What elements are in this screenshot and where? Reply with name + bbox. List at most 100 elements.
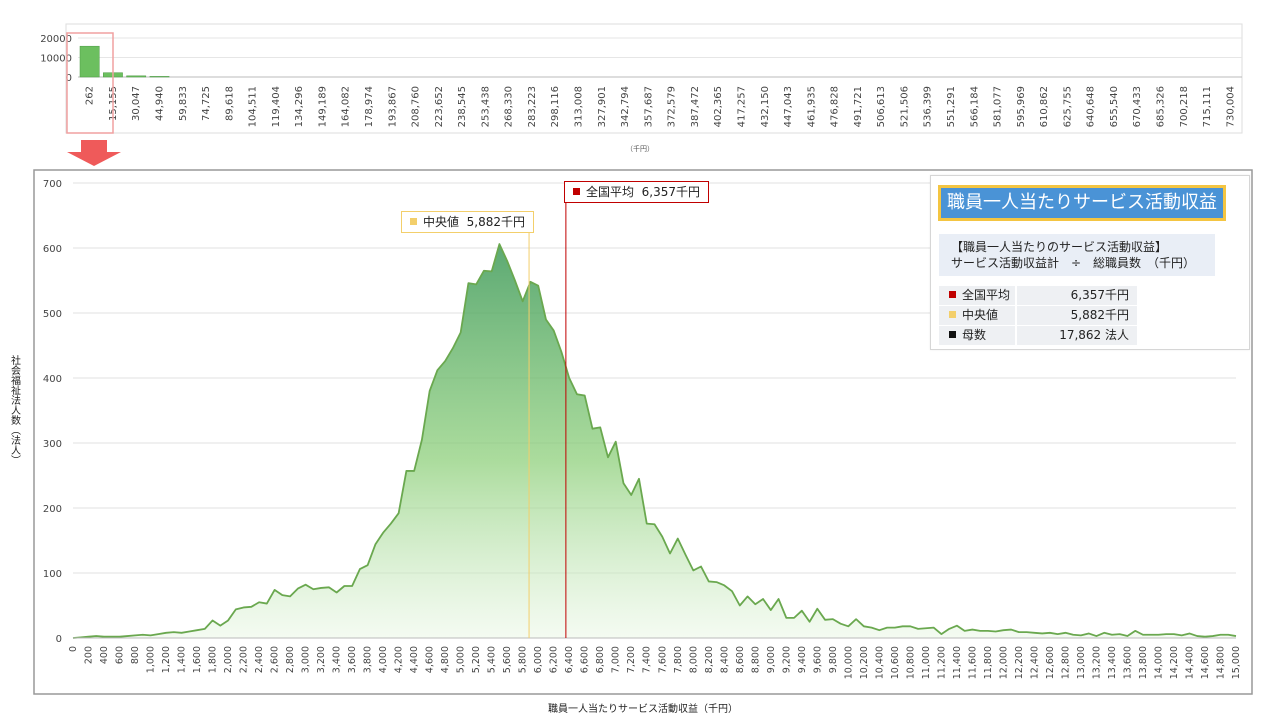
overview-x-tick-label: 566,184 bbox=[969, 86, 980, 127]
main-x-tick-label: 8,000 bbox=[688, 646, 699, 673]
main-x-tick-label: 5,400 bbox=[487, 646, 498, 673]
main-x-tick-label: 11,400 bbox=[952, 646, 963, 679]
overview-x-tick-label: 357,687 bbox=[643, 86, 654, 127]
main-x-tick-label: 6,400 bbox=[564, 646, 575, 673]
overview-x-tick-label: 268,330 bbox=[504, 86, 515, 127]
overview-x-tick-label: 491,721 bbox=[853, 86, 864, 127]
overview-x-tick-label: 432,150 bbox=[760, 86, 771, 127]
main-x-tick-label: 14,400 bbox=[1184, 646, 1195, 679]
overview-x-tick-label: 715,111 bbox=[1202, 86, 1213, 127]
median-marker-icon bbox=[410, 218, 417, 225]
main-x-tick-label: 3,400 bbox=[332, 646, 343, 673]
main-x-tick-label: 2,000 bbox=[223, 646, 234, 673]
overview-x-tick-label: 283,223 bbox=[527, 86, 538, 127]
main-x-tick-label: 12,800 bbox=[1060, 646, 1071, 679]
overview-bar bbox=[79, 45, 100, 78]
main-y-tick-label: 500 bbox=[43, 309, 62, 320]
overview-x-axis-label: （千円） bbox=[626, 144, 654, 153]
main-x-tick-label: 4,200 bbox=[394, 646, 405, 673]
formula-text: サービス活動収益計 ÷ 総職員数 （千円） bbox=[951, 256, 1196, 270]
overview-frame bbox=[65, 23, 1243, 134]
main-y-tick-label: 0 bbox=[56, 634, 62, 645]
overview-bar bbox=[149, 76, 170, 78]
overview-x-tick-label: 685,326 bbox=[1156, 86, 1167, 127]
overview-x-tick-label: 402,365 bbox=[713, 86, 724, 127]
overview-x-tick-label: 670,433 bbox=[1132, 86, 1143, 127]
stat-label-median: 中央値 bbox=[962, 308, 999, 322]
main-x-tick-label: 10,000 bbox=[843, 646, 854, 679]
overview-x-tick-label: 149,189 bbox=[317, 86, 328, 127]
main-x-tick-label: 11,200 bbox=[936, 646, 947, 679]
main-x-tick-label: 7,000 bbox=[611, 646, 622, 673]
main-x-tick-label: 2,600 bbox=[270, 646, 281, 673]
distribution-area bbox=[73, 244, 1236, 638]
main-x-tick-label: 2,200 bbox=[239, 646, 250, 673]
zoom-arrow-icon bbox=[67, 140, 121, 166]
info-panel: 職員一人当たりサービス活動収益 【職員一人当たりのサービス活動収益】 サービス活… bbox=[930, 175, 1250, 350]
distribution-line bbox=[72, 243, 1237, 639]
stat-label-count: 母数 bbox=[962, 328, 987, 342]
median-legend-icon bbox=[949, 311, 956, 318]
mean-marker-icon bbox=[573, 188, 580, 195]
main-x-tick-label: 400 bbox=[99, 646, 110, 664]
main-x-tick-label: 9,200 bbox=[781, 646, 792, 673]
median-callout-label: 中央値 bbox=[423, 215, 460, 229]
overview-y-tick-label: 20000 bbox=[40, 34, 72, 45]
main-y-tick-label: 100 bbox=[43, 569, 62, 580]
overview-y-tick-label: 10000 bbox=[40, 54, 72, 65]
overview-x-tick-label: 700,218 bbox=[1179, 86, 1190, 127]
main-x-tick-label: 11,800 bbox=[983, 646, 994, 679]
count-legend-icon bbox=[949, 331, 956, 338]
overview-x-tick-label: 730,004 bbox=[1225, 86, 1236, 127]
overview-x-tick-label: 262 bbox=[85, 86, 96, 105]
main-x-tick-label: 10,200 bbox=[859, 646, 870, 679]
main-x-tick-label: 8,800 bbox=[750, 646, 761, 673]
overview-x-tick-label: 610,862 bbox=[1039, 86, 1050, 127]
stat-value-mean: 6,357千円 bbox=[1017, 286, 1137, 305]
overview-x-tick-label: 342,794 bbox=[620, 86, 631, 127]
main-x-tick-label: 13,600 bbox=[1122, 646, 1133, 679]
main-x-tick-label: 1,600 bbox=[192, 646, 203, 673]
main-x-tick-label: 12,200 bbox=[1014, 646, 1025, 679]
overview-x-tick-label: 536,399 bbox=[923, 86, 934, 127]
main-x-tick-label: 11,000 bbox=[921, 646, 932, 679]
overview-x-tick-label: 521,506 bbox=[899, 86, 910, 127]
main-x-tick-label: 7,800 bbox=[673, 646, 684, 673]
main-x-tick-label: 4,400 bbox=[409, 646, 420, 673]
stat-value-median: 5,882千円 bbox=[1017, 306, 1137, 325]
stat-row-median: 中央値 5,882千円 bbox=[939, 306, 1215, 325]
overview-x-tick-label: 640,648 bbox=[1086, 86, 1097, 127]
main-y-tick-label: 700 bbox=[43, 179, 62, 190]
overview-x-tick-label: 89,618 bbox=[224, 86, 235, 121]
overview-x-tick-label: 655,540 bbox=[1109, 86, 1120, 127]
main-x-tick-label: 9,400 bbox=[797, 646, 808, 673]
main-x-tick-label: 4,600 bbox=[425, 646, 436, 673]
main-x-tick-label: 2,800 bbox=[285, 646, 296, 673]
overview-y-tick-label: 0 bbox=[66, 73, 72, 84]
main-x-tick-label: 9,600 bbox=[812, 646, 823, 673]
stat-row-mean: 全国平均 6,357千円 bbox=[939, 286, 1215, 305]
main-x-tick-label: 13,400 bbox=[1107, 646, 1118, 679]
main-x-tick-label: 5,000 bbox=[456, 646, 467, 673]
main-x-tick-label: 2,400 bbox=[254, 646, 265, 673]
overview-x-tick-label: 581,077 bbox=[993, 86, 1004, 127]
main-x-tick-label: 5,200 bbox=[471, 646, 482, 673]
mean-callout: 全国平均 6,357千円 bbox=[564, 181, 710, 203]
mean-callout-label: 全国平均 bbox=[586, 185, 635, 199]
main-x-tick-label: 800 bbox=[130, 646, 141, 664]
main-x-tick-label: 5,800 bbox=[518, 646, 529, 673]
formula-box: 【職員一人当たりのサービス活動収益】 サービス活動収益計 ÷ 総職員数 （千円） bbox=[939, 234, 1215, 276]
overview-x-tick-label: 447,043 bbox=[783, 86, 794, 127]
main-x-tick-label: 4,800 bbox=[440, 646, 451, 673]
overview-x-tick-label: 461,935 bbox=[806, 86, 817, 127]
main-x-tick-label: 15,000 bbox=[1231, 646, 1242, 679]
main-x-axis-label: 職員一人当たりサービス活動収益（千円） bbox=[548, 702, 738, 715]
main-x-tick-label: 13,800 bbox=[1138, 646, 1149, 679]
main-x-tick-label: 10,800 bbox=[905, 646, 916, 679]
main-x-tick-label: 3,800 bbox=[363, 646, 374, 673]
overview-x-tick-label: 134,296 bbox=[294, 86, 305, 127]
main-y-tick-label: 200 bbox=[43, 504, 62, 515]
overview-x-tick-label: 551,291 bbox=[946, 86, 957, 127]
median-callout-value: 5,882千円 bbox=[466, 215, 526, 229]
